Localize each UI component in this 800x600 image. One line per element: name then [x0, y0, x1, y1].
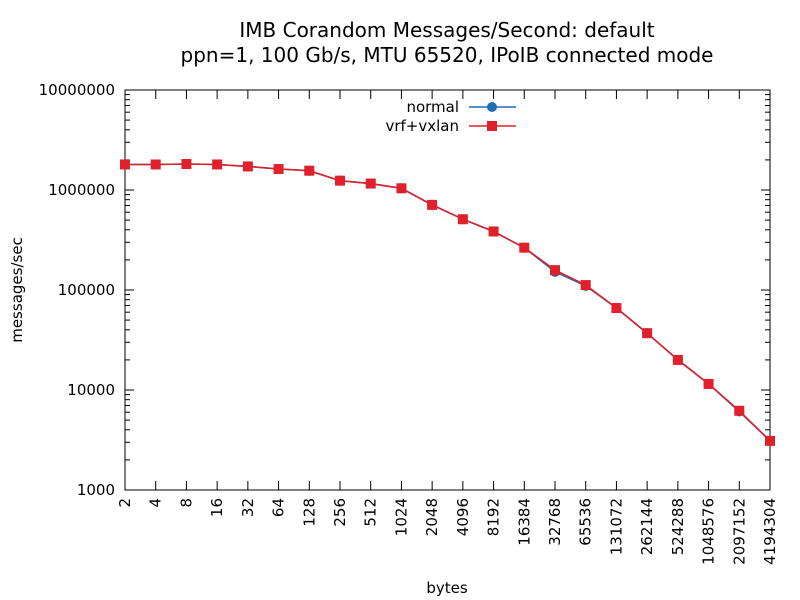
data-point [427, 199, 438, 210]
x-tick-label: 8192 [485, 498, 503, 536]
data-point [519, 242, 530, 253]
chart-subtitle: ppn=1, 100 Gb/s, MTU 65520, IPoIB connec… [181, 43, 714, 67]
data-point [457, 214, 468, 225]
series-line [125, 163, 771, 442]
data-point [550, 265, 560, 276]
y-tick-label: 10000 [67, 381, 115, 399]
data-point [765, 435, 775, 446]
y-axis-label: messages/sec [8, 237, 26, 343]
legend-marker [487, 102, 497, 112]
y-tick-label: 1000000 [48, 181, 115, 199]
x-tick-label: 32768 [546, 498, 564, 546]
plot-area [120, 158, 775, 446]
data-point [703, 378, 714, 389]
y-axis: 1000 10000 100000 1000000 10000000 [39, 81, 770, 499]
x-tick-label: 512 [362, 498, 380, 527]
series-line [125, 163, 771, 442]
x-tick-label: 65536 [577, 498, 595, 546]
x-tick-label: 1024 [392, 498, 410, 536]
legend-label: vrf+vxlan [385, 117, 459, 135]
legend-label: normal [406, 98, 459, 116]
data-point [120, 159, 130, 170]
chart-title: IMB Corandom Messages/Second: default [239, 18, 654, 42]
legend-marker [487, 121, 497, 131]
data-point [642, 328, 653, 339]
data-point [273, 164, 284, 175]
y-tick-label: 10000000 [39, 81, 115, 99]
x-tick-label: 32 [239, 498, 257, 517]
data-point [335, 175, 345, 186]
x-tick-label: 16 [208, 498, 226, 517]
data-point [150, 159, 161, 170]
data-point [212, 159, 223, 170]
x-tick-label: 2 [116, 498, 134, 508]
data-point [242, 161, 253, 172]
x-tick-label: 256 [331, 498, 349, 527]
data-point [181, 158, 192, 169]
x-tick-label: 64 [270, 498, 288, 517]
x-tick-label: 2048 [423, 498, 441, 536]
y-tick-label: 1000 [77, 481, 115, 499]
x-axis-label: bytes [426, 579, 468, 597]
data-point [580, 280, 591, 291]
x-tick-label: 131072 [607, 498, 625, 555]
x-tick-label: 4194304 [761, 498, 779, 565]
data-point [734, 405, 745, 416]
x-tick-label: 4096 [454, 498, 472, 536]
data-point [396, 183, 407, 194]
x-tick-label: 8 [177, 498, 195, 508]
data-point [611, 303, 622, 314]
data-point [672, 354, 683, 365]
y-tick-label: 100000 [58, 281, 115, 299]
x-tick-label: 2097152 [730, 498, 748, 565]
x-tick-label: 4 [147, 498, 165, 508]
x-tick-label: 262144 [638, 498, 656, 555]
data-point [365, 178, 376, 189]
plot-frame [124, 89, 771, 491]
data-point [488, 226, 499, 237]
x-tick-label: 1048576 [700, 498, 718, 565]
x-tick-label: 128 [300, 498, 318, 527]
x-tick-label: 524288 [669, 498, 687, 555]
data-point [304, 165, 315, 176]
x-tick-label: 16384 [515, 498, 533, 546]
x-axis: 2 4 8 16 32 64 128 256 512 1024 2048 4096 8192 16384 3… [116, 90, 779, 565]
